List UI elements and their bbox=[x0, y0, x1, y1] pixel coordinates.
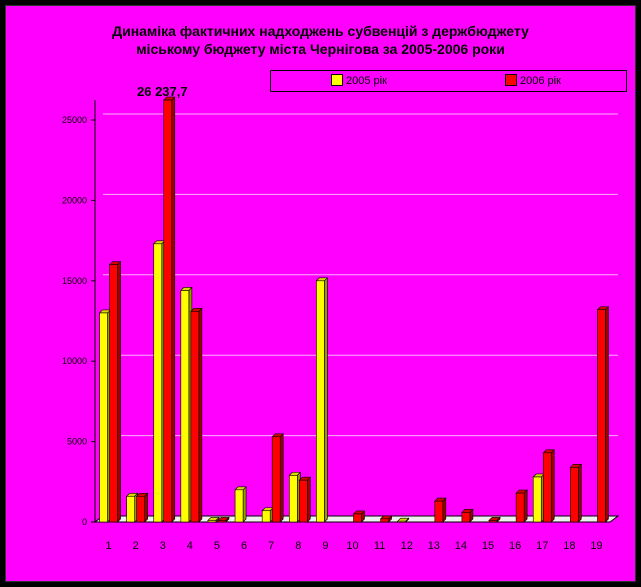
x-tick-label: 10 bbox=[346, 540, 358, 552]
legend-swatch-2006 bbox=[505, 74, 517, 86]
x-tick-label: 15 bbox=[482, 540, 494, 552]
x-tick-label: 17 bbox=[536, 540, 548, 552]
bar-side-2006 bbox=[279, 433, 284, 523]
legend-label-2005: 2005 рік bbox=[346, 75, 387, 87]
bar-2006 bbox=[271, 436, 281, 523]
bar-2006 bbox=[542, 452, 552, 523]
x-tick-label: 1 bbox=[105, 540, 111, 552]
x-tick-label: 2 bbox=[133, 540, 139, 552]
bar-2006 bbox=[217, 520, 227, 523]
x-tick-label: 7 bbox=[268, 540, 274, 552]
y-tick-label: 25000 bbox=[62, 115, 87, 125]
bar-2006 bbox=[298, 479, 308, 523]
bar-2006 bbox=[461, 512, 471, 523]
bar-2006 bbox=[136, 495, 145, 523]
peak-value-annotation: 26 237,7 bbox=[137, 84, 188, 99]
bar-2005 bbox=[234, 489, 244, 523]
x-tick-label: 13 bbox=[428, 540, 440, 552]
legend-item-2005: 2005 рік bbox=[331, 74, 387, 87]
bar-2005 bbox=[153, 243, 163, 523]
bar-side-2006 bbox=[605, 306, 609, 523]
y-tick-label: 15000 bbox=[62, 276, 87, 286]
bar-side-2006 bbox=[198, 307, 203, 523]
x-tick-label: 11 bbox=[374, 540, 385, 552]
x-tick-label: 18 bbox=[563, 540, 575, 552]
x-tick-label: 8 bbox=[295, 540, 301, 552]
x-tick-label: 14 bbox=[455, 540, 467, 552]
bar-2005 bbox=[261, 510, 271, 523]
bar-2006 bbox=[515, 492, 525, 523]
bar-2006 bbox=[109, 264, 118, 523]
bar-side-2005 bbox=[324, 277, 328, 523]
bar-2005 bbox=[99, 312, 108, 523]
bar-side-2006 bbox=[442, 497, 447, 523]
x-tick-label: 12 bbox=[401, 540, 413, 552]
bar-side-2006 bbox=[171, 96, 176, 523]
bar-side-2006 bbox=[306, 476, 311, 523]
bar-2006 bbox=[190, 311, 200, 523]
bar-side-2005 bbox=[242, 486, 247, 523]
y-tick-label: 0 bbox=[82, 517, 87, 527]
bar-2005 bbox=[180, 290, 190, 523]
bar-2006 bbox=[597, 309, 606, 523]
x-tick-label: 19 bbox=[590, 540, 602, 552]
legend-item-2006: 2006 рік bbox=[505, 74, 561, 87]
chart-title: Динаміка фактичних надходжень субвенцій … bbox=[0, 22, 641, 58]
x-tick-label: 3 bbox=[160, 540, 166, 552]
legend-label-2006: 2006 рік bbox=[520, 75, 561, 87]
x-tick-label: 16 bbox=[509, 540, 521, 552]
bar-2006 bbox=[163, 99, 173, 523]
bar-side-2006 bbox=[144, 492, 148, 523]
chart-title-line1: Динаміка фактичних надходжень субвенцій … bbox=[112, 23, 529, 39]
y-tick-label: 5000 bbox=[67, 437, 87, 447]
bar-2006 bbox=[353, 513, 362, 523]
bar-2006 bbox=[380, 518, 389, 523]
bar-2005 bbox=[126, 495, 135, 523]
bar-2005 bbox=[288, 475, 298, 523]
bar-side-2006 bbox=[117, 260, 121, 523]
bar-2006 bbox=[488, 520, 498, 523]
x-tick-label: 9 bbox=[322, 540, 328, 552]
bar-side-2006 bbox=[578, 463, 582, 523]
bar-2005 bbox=[316, 280, 325, 523]
y-tick-label: 20000 bbox=[62, 195, 87, 205]
bar-2006 bbox=[570, 467, 579, 523]
bar-side-2006 bbox=[550, 449, 555, 523]
chart-title-line2: міському бюджету міста Чернігова за 2005… bbox=[136, 41, 505, 57]
bar-2005 bbox=[207, 520, 217, 523]
x-tick-label: 6 bbox=[241, 540, 247, 552]
x-tick-label: 5 bbox=[214, 540, 220, 552]
legend-swatch-2005 bbox=[331, 74, 343, 86]
bar-2006 bbox=[434, 500, 444, 523]
bar-2005 bbox=[532, 476, 542, 523]
legend: 2005 рік 2006 рік bbox=[270, 70, 627, 92]
y-tick-label: 10000 bbox=[62, 356, 87, 366]
bar-side-2006 bbox=[523, 489, 528, 523]
bar-2005 bbox=[397, 520, 407, 523]
x-tick-label: 4 bbox=[187, 540, 193, 552]
